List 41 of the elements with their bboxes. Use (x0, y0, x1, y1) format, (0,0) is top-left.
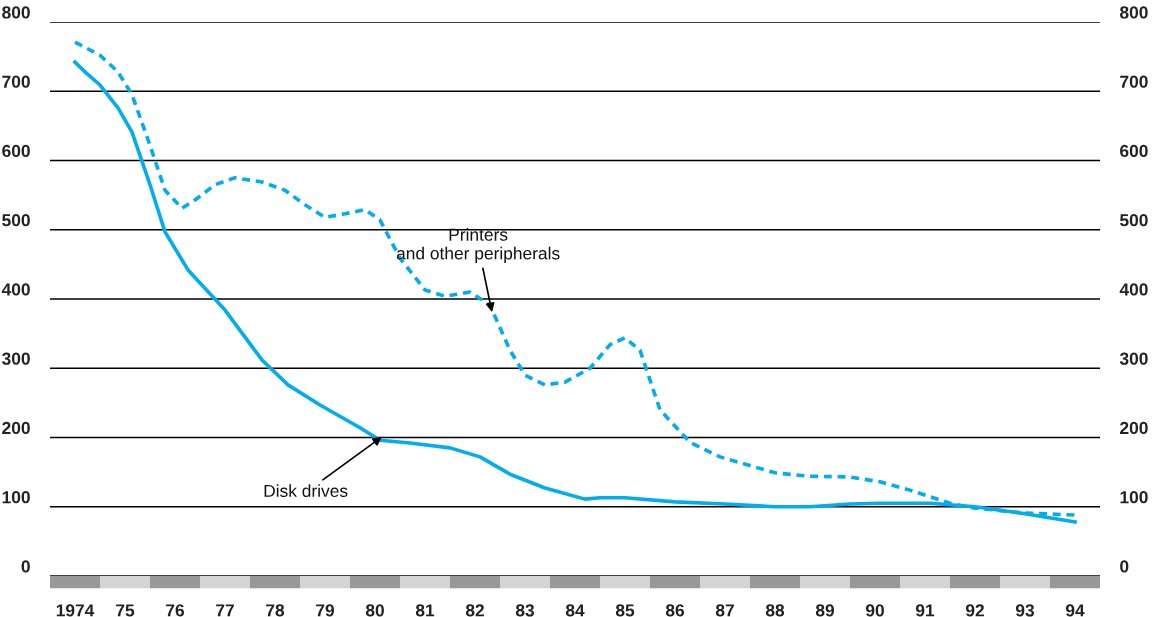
x-tick-label: 82 (465, 604, 484, 617)
y-tick-label: 400 (1, 283, 30, 296)
y2-tick-label: 100 (1120, 491, 1148, 504)
y2-tick-label: 500 (1119, 214, 1148, 227)
x-tick-label: 92 (965, 604, 984, 617)
y2-tick-label: 200 (1120, 421, 1148, 435)
annotation: Disk drives (264, 484, 348, 498)
annotation: Printers and other peripherals (396, 228, 560, 263)
x-tick-label: 87 (715, 604, 734, 617)
x-tick-label: 91 (915, 604, 935, 617)
x-tick-label: 86 (665, 604, 685, 617)
y2-tick-label: 800 (1120, 6, 1148, 19)
x-tick-label: 83 (515, 604, 535, 617)
x-tick-label: 93 (1015, 604, 1035, 617)
x-tick-label: 84 (565, 604, 585, 617)
y2-tick-label: 600 (1120, 144, 1148, 158)
y2-tick-label: 300 (1119, 352, 1148, 365)
y-tick-label: 100 (2, 491, 30, 504)
x-tick-label: 90 (865, 604, 884, 617)
x-tick-label: 89 (815, 604, 835, 617)
y2-tick-label: 400 (1119, 283, 1148, 296)
x-tick-label: 85 (615, 604, 635, 617)
x-tick-label: 81 (415, 604, 435, 617)
x-tick-label: 79 (316, 604, 335, 617)
x-tick-label: 94 (1065, 604, 1085, 617)
y-tick-label: 600 (2, 144, 30, 158)
x-tick-label: 75 (116, 604, 135, 617)
y-tick-label: 300 (1, 352, 30, 365)
x-tick-label: 80 (365, 604, 384, 617)
y-tick-label: 700 (2, 75, 30, 88)
y-tick-label: 0 (21, 560, 30, 573)
y-tick-label: 200 (2, 421, 30, 435)
y2-tick-label: 0 (1120, 560, 1129, 573)
x-tick-label: 1974 (56, 604, 95, 617)
x-tick-label: 76 (166, 604, 185, 617)
y2-tick-label: 700 (1120, 75, 1148, 88)
x-tick-label: 78 (266, 604, 285, 617)
x-tick-label: 88 (765, 604, 785, 617)
y-tick-label: 500 (2, 214, 30, 227)
x-tick-label: 77 (216, 604, 234, 617)
y-tick-label: 800 (2, 6, 30, 19)
